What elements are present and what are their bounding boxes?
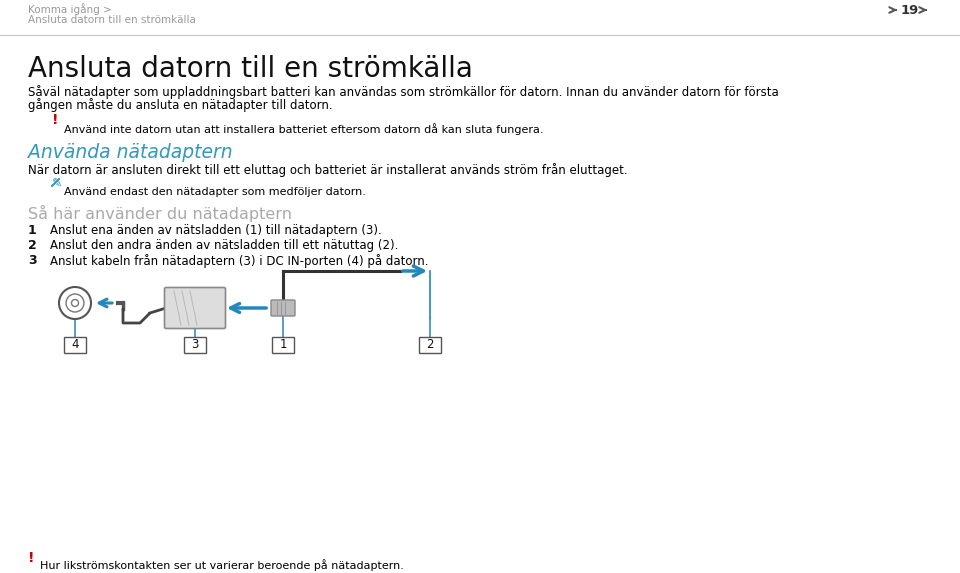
Text: Anslut den andra änden av nätsladden till ett nätuttag (2).: Anslut den andra änden av nätsladden til… [50, 239, 398, 252]
Text: Komma igång >: Komma igång > [28, 3, 111, 15]
Text: 1: 1 [28, 224, 36, 237]
Text: 4: 4 [71, 339, 79, 351]
Text: 3: 3 [28, 254, 36, 267]
Text: Så här använder du nätadaptern: Så här använder du nätadaptern [28, 205, 292, 222]
Text: Såväl nätadapter som uppladdningsbart batteri kan användas som strömkällor för d: Såväl nätadapter som uppladdningsbart ba… [28, 85, 779, 99]
Text: När datorn är ansluten direkt till ett eluttag och batteriet är installerat anvä: När datorn är ansluten direkt till ett e… [28, 163, 628, 177]
Text: Anslut kabeln från nätadaptern (3) i DC IN-porten (4) på datorn.: Anslut kabeln från nätadaptern (3) i DC … [50, 254, 428, 268]
Text: Anslut ena änden av nätsladden (1) till nätadaptern (3).: Anslut ena änden av nätsladden (1) till … [50, 224, 382, 237]
Text: !: ! [28, 551, 35, 565]
Text: 2: 2 [28, 239, 36, 252]
FancyBboxPatch shape [271, 300, 295, 316]
Text: gången måste du ansluta en nätadapter till datorn.: gången måste du ansluta en nätadapter ti… [28, 98, 332, 112]
Text: Hur likströmskontakten ser ut varierar beroende på nätadaptern.: Hur likströmskontakten ser ut varierar b… [40, 559, 404, 571]
Text: 1: 1 [279, 339, 287, 351]
Text: 2: 2 [426, 339, 434, 351]
Text: Använd endast den nätadapter som medföljer datorn.: Använd endast den nätadapter som medfölj… [64, 187, 366, 197]
Text: Använd inte datorn utan att installera batteriet eftersom datorn då kan sluta fu: Använd inte datorn utan att installera b… [64, 123, 543, 135]
Text: Ansluta datorn till en strömkälla: Ansluta datorn till en strömkälla [28, 15, 196, 25]
Text: Ansluta datorn till en strömkälla: Ansluta datorn till en strömkälla [28, 55, 473, 83]
FancyBboxPatch shape [164, 288, 226, 328]
FancyBboxPatch shape [272, 337, 294, 353]
Text: ✎: ✎ [52, 177, 62, 190]
Text: !: ! [52, 113, 59, 127]
FancyBboxPatch shape [64, 337, 86, 353]
FancyBboxPatch shape [184, 337, 206, 353]
Text: 3: 3 [191, 339, 199, 351]
FancyBboxPatch shape [419, 337, 441, 353]
Text: Använda nätadaptern: Använda nätadaptern [28, 143, 232, 162]
Text: 19: 19 [900, 3, 919, 17]
